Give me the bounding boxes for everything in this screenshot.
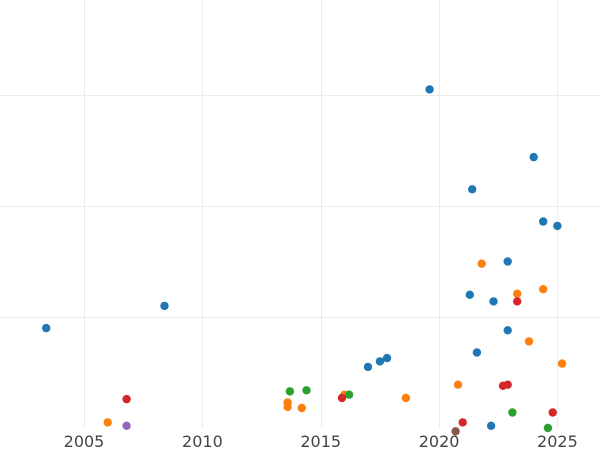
data-point (543, 423, 553, 433)
data-point (489, 297, 498, 306)
data-point (425, 85, 434, 94)
data-point (337, 393, 347, 403)
data-point (548, 408, 557, 417)
grid-layer (0, 0, 600, 428)
data-point (524, 337, 534, 346)
data-point (465, 290, 474, 299)
data-point (513, 297, 522, 306)
data-point (363, 362, 373, 372)
data-point (375, 357, 385, 366)
data-point (451, 427, 460, 436)
data-point (297, 403, 306, 413)
x-tick-label: 2010 (182, 432, 223, 450)
x-tick-label: 2025 (537, 432, 578, 450)
data-point (458, 418, 467, 427)
data-point (553, 221, 562, 231)
data-point (382, 353, 392, 363)
x-tick-label: 2005 (64, 432, 105, 450)
data-point (468, 185, 477, 194)
data-point (529, 152, 538, 162)
data-point (122, 394, 131, 404)
data-point (472, 348, 482, 357)
data-point (539, 217, 548, 226)
data-point (283, 402, 292, 412)
data-point (503, 257, 512, 266)
data-point (160, 301, 169, 311)
data-point (344, 390, 354, 399)
data-point (539, 285, 548, 294)
x-axis-ticks: 2005 2010 2015 2020 2025 (64, 432, 578, 450)
data-point (486, 421, 496, 430)
data-point (453, 380, 463, 389)
x-tick-label: 2015 (300, 432, 341, 450)
data-point (302, 386, 311, 395)
data-point (122, 421, 131, 430)
points-layer (42, 85, 567, 436)
data-point (477, 259, 486, 268)
data-point (503, 380, 512, 389)
data-point (508, 408, 517, 417)
data-point (557, 359, 567, 368)
data-point (42, 323, 51, 333)
data-point (513, 289, 522, 298)
data-point (285, 387, 295, 396)
data-point (103, 418, 112, 427)
data-point (503, 326, 512, 335)
x-tick-label: 2020 (419, 432, 460, 450)
data-point (401, 393, 411, 403)
